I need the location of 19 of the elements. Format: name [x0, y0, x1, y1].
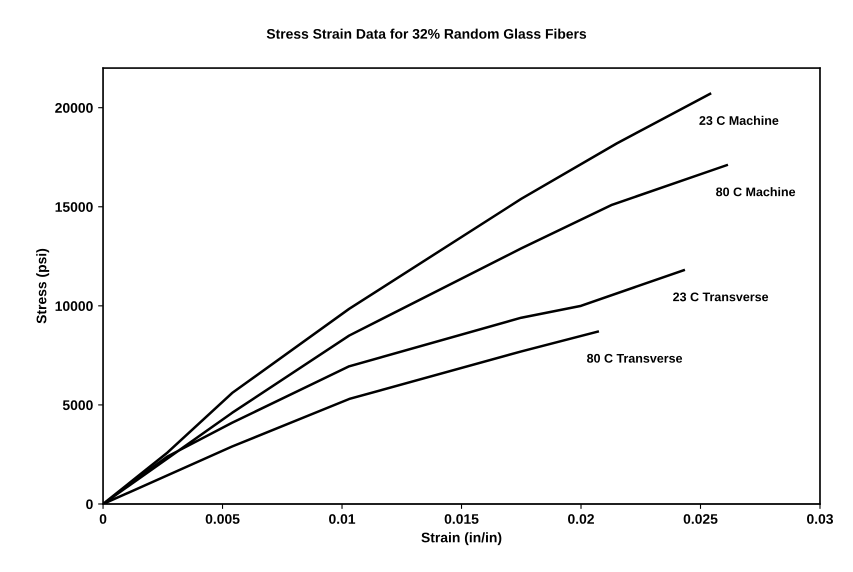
- x-tick-label: 0.015: [444, 514, 479, 524]
- y-tick-label: 20000: [55, 103, 93, 113]
- x-tick-label: 0.005: [206, 514, 240, 524]
- y-tick-label: 0: [86, 499, 93, 510]
- series-label: 80 C Transverse: [587, 354, 682, 363]
- y-tick-label: 5000: [62, 400, 93, 410]
- series-label: 23 C Machine: [699, 116, 778, 125]
- y-axis-title: Stress (psi): [36, 248, 50, 324]
- x-tick-label: 0: [100, 514, 106, 524]
- x-tick-label: 0.01: [329, 514, 356, 524]
- x-tick-label: 0.02: [568, 514, 594, 524]
- y-tick-label: 10000: [56, 301, 93, 312]
- x-tick-label: 0.03: [807, 514, 834, 524]
- x-tick-label: 0.025: [684, 514, 718, 524]
- x-axis-title: Strain (in/in): [421, 532, 502, 546]
- series-label: 23 C Transverse: [673, 292, 768, 302]
- y-tick-label: 15000: [56, 202, 93, 212]
- chart-title: Stress Strain Data for 32% Random Glass Fibers: [266, 28, 586, 39]
- series-label: 80 C Machine: [716, 187, 796, 196]
